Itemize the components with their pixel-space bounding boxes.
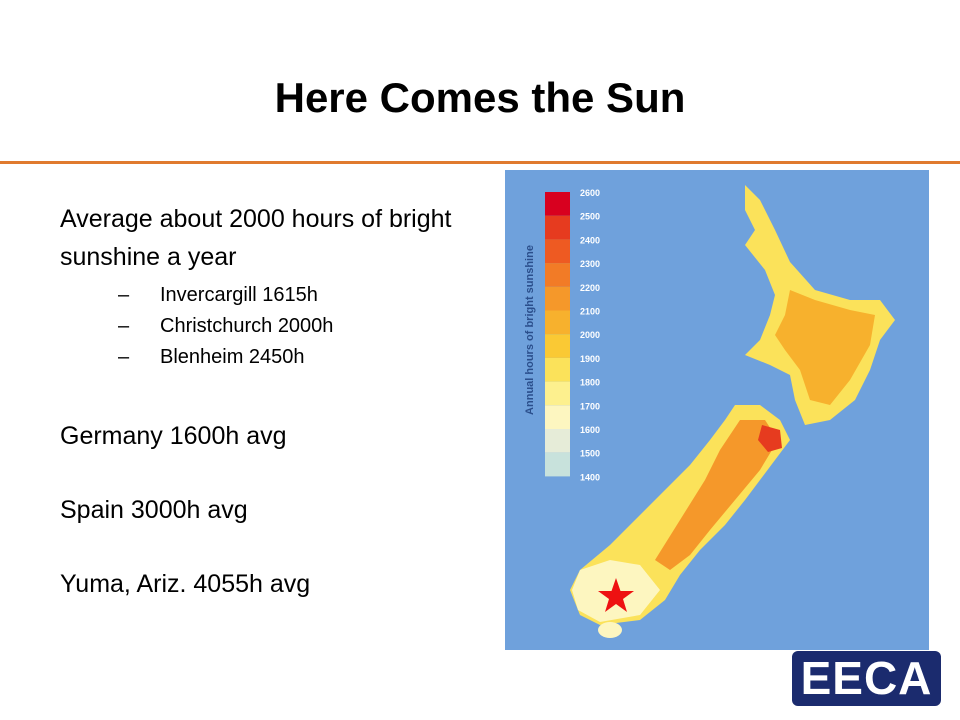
sub-bullet: Blenheim 2450h <box>160 346 305 368</box>
location-star <box>598 578 634 612</box>
islands <box>570 185 895 638</box>
legend-label: 1600 <box>580 425 600 435</box>
legend-swatch <box>545 334 570 358</box>
bullet: Average about 2000 hours of bright sunsh… <box>60 205 452 271</box>
bullet: Yuma, Ariz. 4055h avg <box>60 570 311 598</box>
slide-title: Here Comes the Sun <box>274 74 686 121</box>
legend-label: 1400 <box>580 472 600 482</box>
legend-swatch <box>545 239 570 264</box>
legend-label: 1500 <box>580 449 600 459</box>
legend-swatch <box>545 357 570 382</box>
sub-bullet-marker: – <box>118 315 130 337</box>
legend-swatch <box>545 286 570 311</box>
marlborough-hot <box>758 425 782 452</box>
legend: 2600 2500 2400 2300 2200 2100 2000 1900 1800 1700… <box>545 188 600 482</box>
legend-label: 2200 <box>580 283 600 293</box>
sub-bullet-marker: – <box>118 346 130 368</box>
sub-bullet: Invercargill 1615h <box>160 284 318 306</box>
stewart-island <box>598 622 622 638</box>
legend-swatch <box>545 310 570 335</box>
legend-label: 2600 <box>580 188 600 198</box>
sub-bullet-marker: – <box>118 284 130 306</box>
legend-label: 2400 <box>580 235 600 245</box>
legend-swatch <box>545 263 570 287</box>
logo: EECA <box>792 651 941 706</box>
bullet: Spain 3000h avg <box>60 496 248 524</box>
sub-bullet: Christchurch 2000h <box>160 315 334 337</box>
legend-swatch <box>545 192 570 216</box>
south-island-warm <box>655 420 778 570</box>
sunshine-map: 2600 2500 2400 2300 2200 2100 2000 1900 1800 1700… <box>505 170 929 650</box>
map-background <box>505 170 929 650</box>
legend-swatch <box>545 215 570 240</box>
legend-title: Annual hours of bright sunshine <box>524 245 536 415</box>
legend-label: 1900 <box>580 354 600 364</box>
legend-label: 2300 <box>580 259 600 269</box>
legend-label: 1800 <box>580 378 600 388</box>
divider <box>0 161 960 164</box>
bullet: Germany 1600h avg <box>60 422 287 450</box>
legend-swatch <box>545 452 570 477</box>
legend-label: 2500 <box>580 212 600 222</box>
legend-label: 2100 <box>580 307 600 317</box>
legend-label: 1700 <box>580 401 600 411</box>
north-island-warm <box>775 290 875 405</box>
legend-label: 2000 <box>580 330 600 340</box>
legend-swatch <box>545 381 570 406</box>
legend-swatch <box>545 405 570 429</box>
legend-swatch <box>545 429 570 453</box>
